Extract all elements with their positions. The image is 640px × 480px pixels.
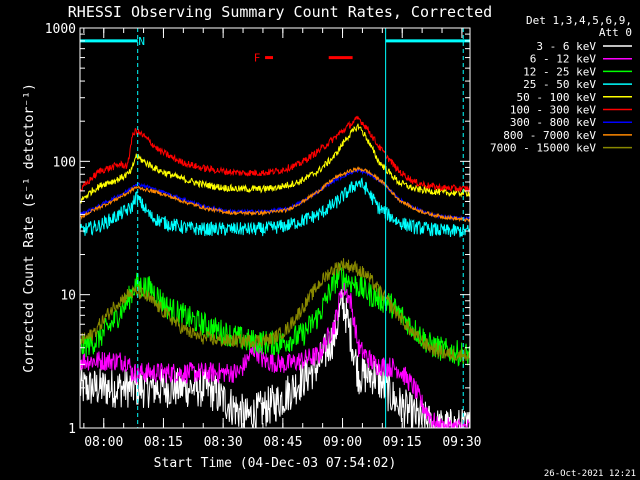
series-line-8 — [79, 258, 471, 363]
legend-entry-label: 12 - 25 keV — [523, 65, 596, 78]
legend-header: Att 0 — [599, 26, 632, 39]
y-tick-label: 100 — [53, 155, 76, 170]
x-tick-label: 08:30 — [204, 435, 243, 450]
chart-title: RHESSI Observing Summary Count Rates, Co… — [68, 3, 492, 21]
legend-entry-label: 25 - 50 keV — [523, 78, 596, 91]
y-axis-label: Corrected Count Rate (s⁻¹ detector⁻¹) — [22, 83, 37, 373]
legend-entry-label: 100 - 300 keV — [510, 104, 596, 117]
flag-label-2: N — [138, 35, 145, 48]
x-tick-label: 08:45 — [263, 435, 302, 450]
plot-area: NF — [79, 28, 471, 429]
legend-entry-label: 6 - 12 keV — [530, 53, 597, 66]
x-tick-label: 09:00 — [323, 435, 362, 450]
series-line-3 — [79, 177, 471, 238]
legend-entry-label: 3 - 6 keV — [536, 40, 596, 53]
x-tick-label: 09:30 — [442, 435, 481, 450]
series-line-7 — [79, 166, 471, 223]
x-tick-label: 08:00 — [84, 435, 123, 450]
series-line-1 — [79, 278, 471, 429]
series-line-2 — [79, 263, 471, 367]
y-tick-label: 10 — [60, 289, 76, 304]
legend-entry-label: 800 - 7000 keV — [503, 129, 596, 142]
x-tick-label: 09:15 — [383, 435, 422, 450]
legend-entry-label: 50 - 100 keV — [517, 91, 597, 104]
axes-frame — [79, 27, 471, 429]
legend-entry-label: 7000 - 15000 keV — [490, 142, 596, 155]
flag-label-3: F — [254, 52, 261, 65]
y-tick-label: 1 — [68, 422, 76, 437]
legend-header: Det 1,3,4,5,6,9, — [526, 14, 632, 27]
footer-timestamp: 26-Oct-2021 12:21 — [544, 469, 636, 479]
axes: 1 10 100 1000 08:00 08:15 08:30 08:45 09:00 09:15… — [45, 22, 482, 450]
y-tick-label: 1000 — [45, 22, 76, 37]
series-line-4 — [79, 123, 471, 204]
legend-entry-label: 300 - 800 keV — [510, 116, 596, 129]
x-axis-label: Start Time (04-Dec-03 07:54:02) — [154, 456, 397, 471]
series-line-5 — [79, 115, 471, 193]
x-tick-label: 08:15 — [144, 435, 183, 450]
